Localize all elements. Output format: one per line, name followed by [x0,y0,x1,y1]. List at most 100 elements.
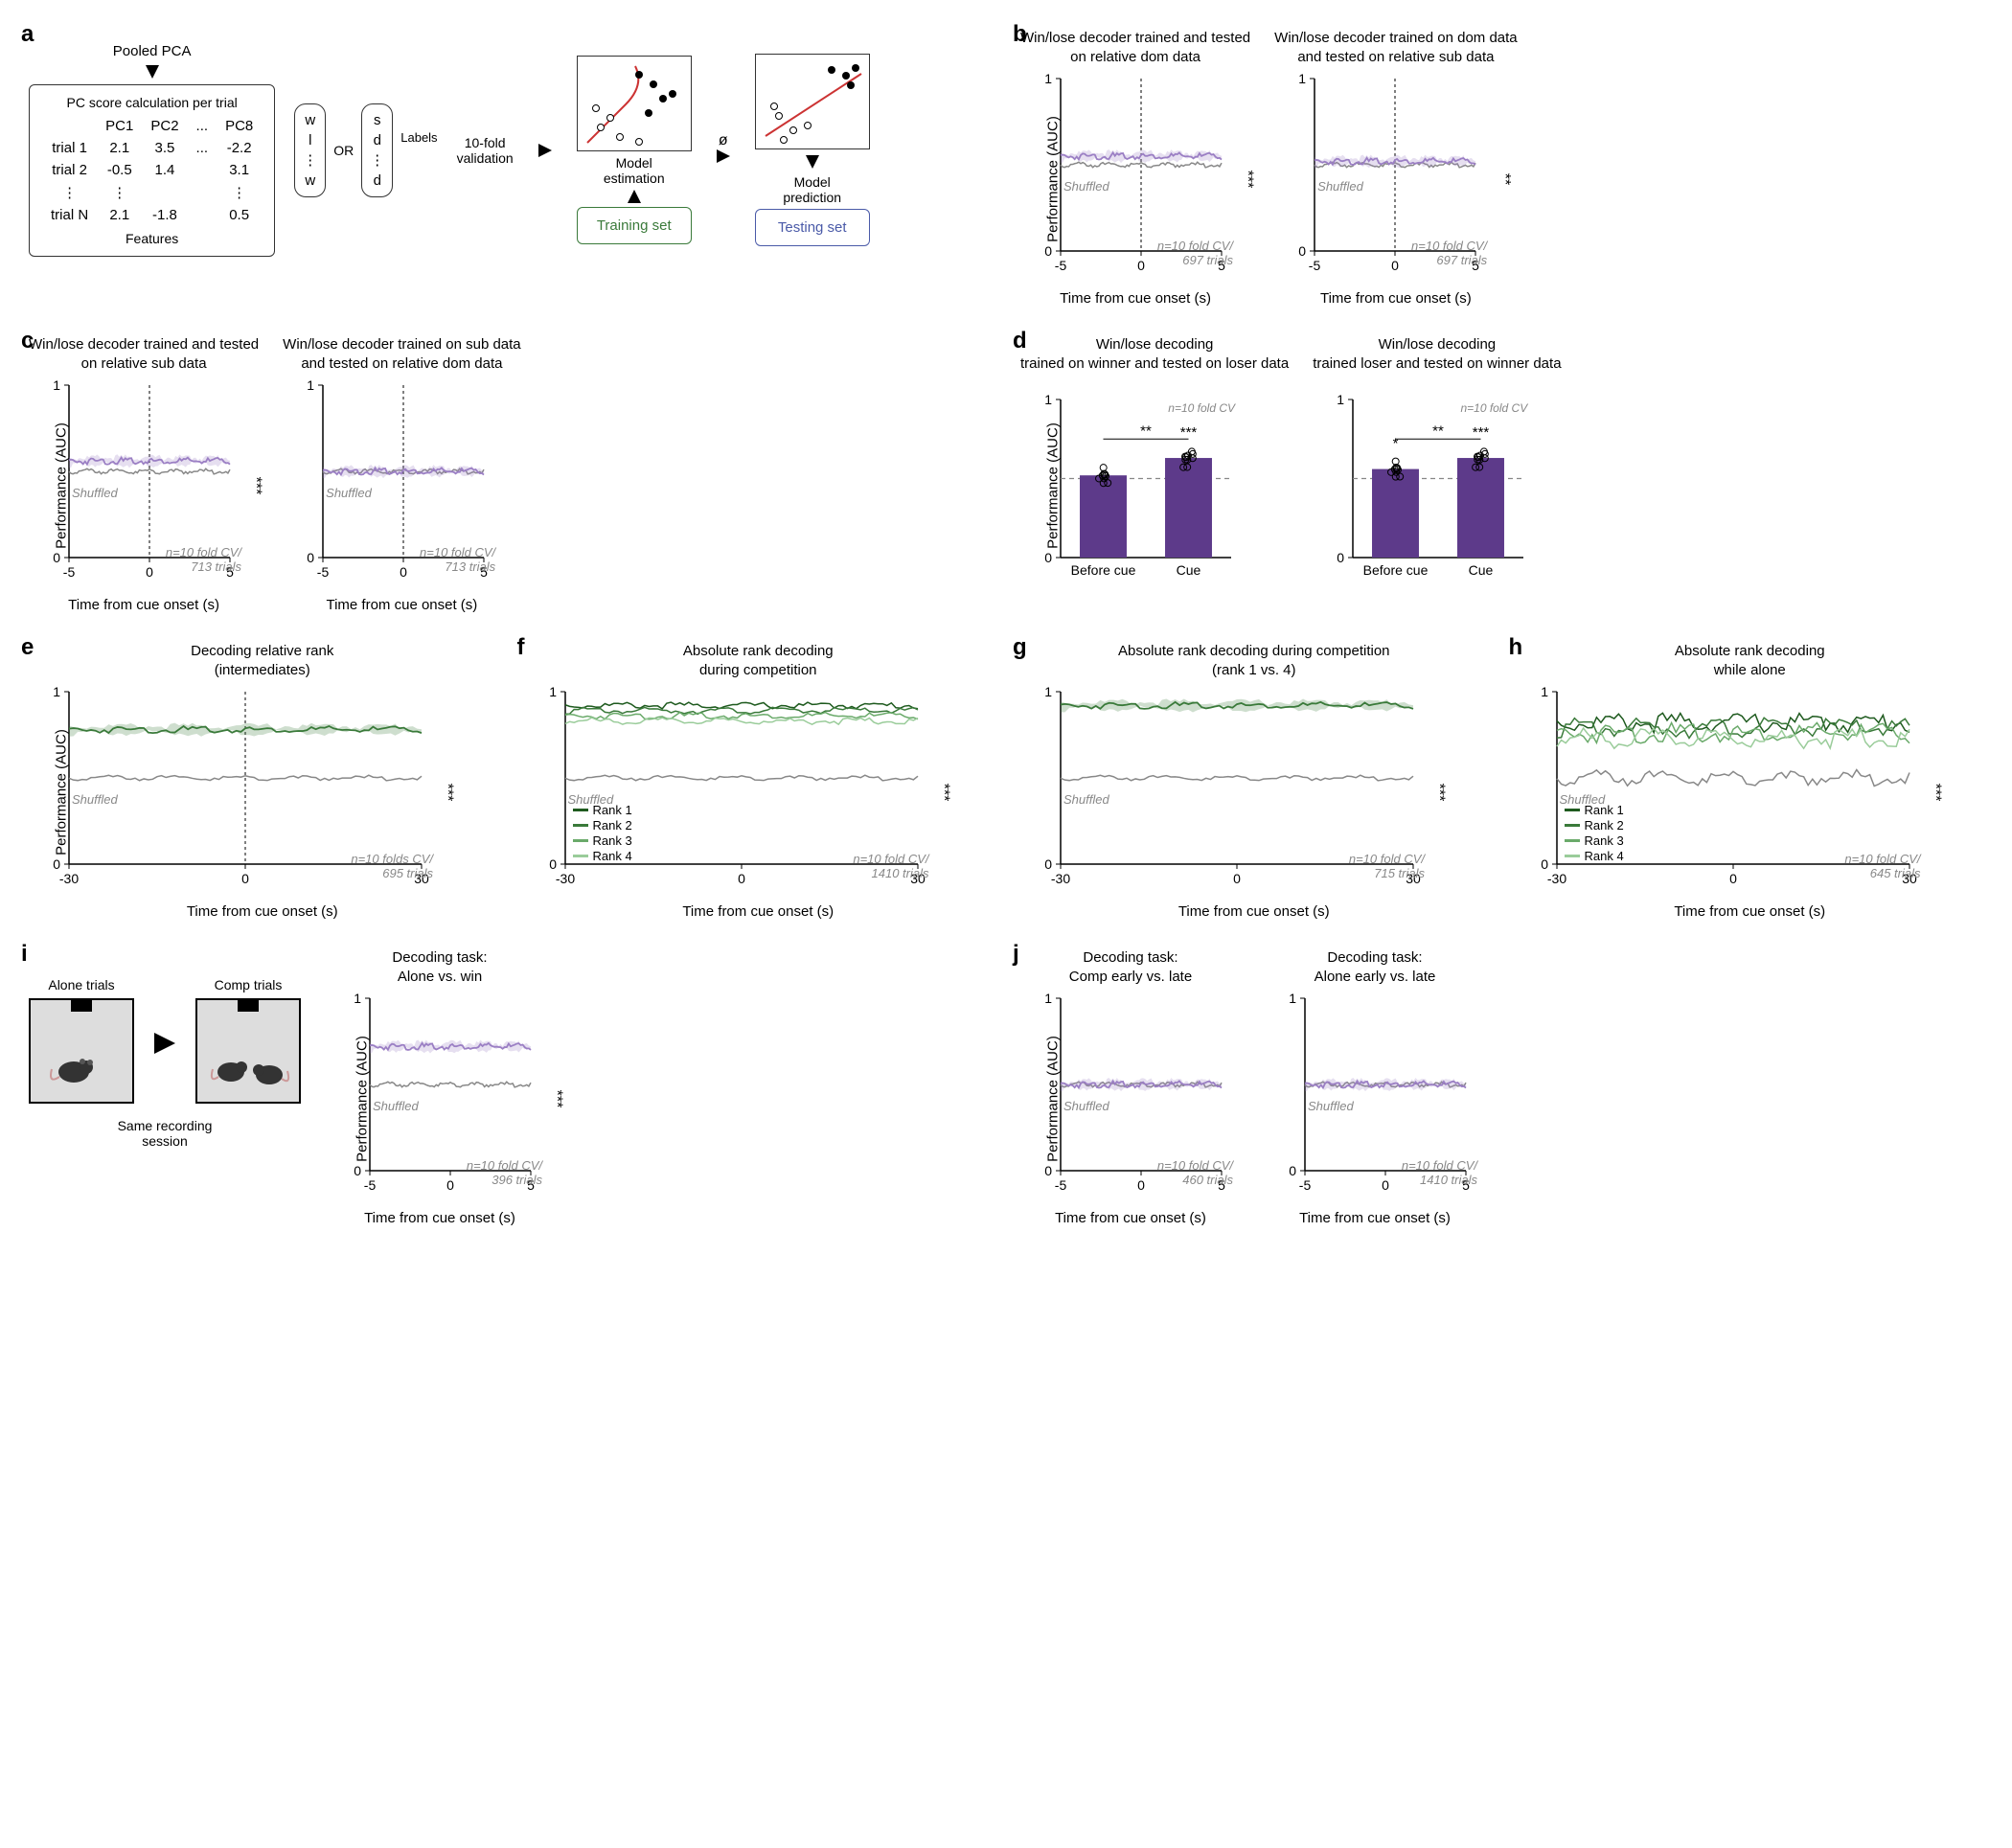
svg-text:0: 0 [738,871,745,886]
chart-b2: Win/lose decoder trained on dom dataand … [1274,29,1517,307]
shuffled-label: Shuffled [72,792,118,807]
session-label: Same recording session [29,1118,301,1149]
row-h: trial 1 [43,138,96,158]
cv-note: n=10 fold CV [1168,401,1235,415]
arrow-right-icon [154,1033,175,1054]
svg-text:0: 0 [1337,550,1344,565]
lc: ⋮ [303,150,317,171]
chart-f: Absolute rank decodingduring competition… [525,642,993,920]
svg-text:0: 0 [1044,550,1052,565]
svg-text:-30: -30 [555,871,574,886]
panel-h-label: h [1509,634,1523,661]
significance-marker: *** [1239,171,1256,189]
chart-h: Absolute rank decodingwhile alone01-3003… [1517,642,1984,920]
trial-count-note: n=10 fold CV/697 trials [1411,239,1487,267]
svg-text:Before cue: Before cue [1363,562,1429,578]
col-h: PC8 [217,116,261,136]
shuffled-label: Shuffled [1063,1099,1109,1113]
panel-a: a Pooled PCA PC score calculation per tr… [29,29,992,307]
svg-text:0: 0 [1298,243,1306,259]
trial-count-note: n=10 fold CV/396 trials [467,1158,542,1187]
svg-text:0: 0 [1233,871,1241,886]
svg-text:0: 0 [549,856,557,872]
trial-count-note: n=10 fold CV/713 trials [420,545,495,574]
panel-c: c Win/lose decoder trained and testedon … [29,335,992,613]
model-est-scatter [577,56,692,151]
cell: -2.2 [217,138,261,158]
chart-c1: Win/lose decoder trained and testedon re… [29,335,259,613]
svg-text:1: 1 [1289,993,1296,1006]
svg-text:-5: -5 [1055,1177,1067,1193]
panel-e: e Decoding relative rank(intermediates)P… [29,642,496,920]
svg-text:1: 1 [1337,392,1344,407]
row-h: ⋮ [43,182,96,203]
svg-text:0: 0 [1044,243,1052,259]
svg-text:1: 1 [307,380,314,393]
y-axis-label: Performance (AUC) [354,1036,370,1162]
features-label: Features [41,231,263,246]
arrow-right-icon [717,149,730,163]
shuffled-label: Shuffled [373,1099,419,1113]
lc: w [303,110,317,130]
svg-text:0: 0 [1729,871,1737,886]
rank-legend: Rank 1Rank 2Rank 3Rank 4 [1565,803,1624,864]
panel-f: f Absolute rank decodingduring competiti… [525,642,993,920]
cell: -0.5 [98,160,141,180]
significance-marker: *** [439,784,456,802]
trial-count-note: n=10 fold CV/715 trials [1349,852,1425,880]
svg-text:***: *** [1180,424,1198,441]
chart-title: Decoding task:Alone vs. win [330,948,550,986]
panel-j: j Decoding task:Comp early vs. latePerfo… [1020,948,1983,1226]
svg-text:0: 0 [307,550,314,565]
shuffled-label: Shuffled [1308,1099,1354,1113]
y-axis-label: Performance (AUC) [1044,422,1061,549]
col-h: ... [189,116,217,136]
x-axis-label: Time from cue onset (s) [330,1210,550,1226]
svg-text:0: 0 [1137,258,1145,273]
svg-text:-5: -5 [63,564,76,580]
x-axis-label: Time from cue onset (s) [1517,903,1984,920]
svg-text:-30: -30 [59,871,79,886]
col-h: PC2 [143,116,186,136]
x-axis-label: Time from cue onset (s) [525,903,993,920]
arrow-down-icon [806,155,819,169]
alone-arena [29,998,134,1104]
alone-trials-label: Alone trials [29,977,134,992]
model-pred-label: Model prediction [755,174,870,205]
x-axis-label: Time from cue onset (s) [1020,903,1488,920]
panel-i-label: i [21,941,28,968]
significance-marker: *** [548,1090,565,1108]
svg-text:0: 0 [1541,856,1548,872]
model-pred-scatter [755,54,870,149]
svg-text:-30: -30 [1546,871,1566,886]
svg-text:0: 0 [354,1163,361,1178]
svg-text:0: 0 [53,856,60,872]
chart-title: Decoding relative rank(intermediates) [29,642,496,679]
svg-text:1: 1 [549,687,557,699]
label-col1: w l ⋮ w [294,103,326,197]
panel-j-label: j [1013,941,1019,968]
svg-text:Cue: Cue [1469,562,1494,578]
arrow-right-icon [538,144,552,157]
svg-text:0: 0 [146,564,153,580]
trial-count-note: n=10 fold CV/1410 trials [853,852,928,880]
svg-text:*: * [1393,436,1399,452]
chart-c2: Win/lose decoder trained on sub dataand … [283,335,521,613]
panel-f-label: f [517,634,525,661]
col-h: PC1 [98,116,141,136]
svg-text:-5: -5 [1055,258,1067,273]
svg-text:**: ** [1432,422,1444,439]
x-axis-label: Time from cue onset (s) [1265,1210,1485,1226]
panel-d: d Win/lose decodingtrained on winner and… [1020,335,1983,613]
chart-title: Decoding task:Alone early vs. late [1265,948,1485,986]
cv-text: 10-fold validation [457,135,514,166]
chart-j1: Decoding task:Comp early vs. latePerform… [1020,948,1241,1226]
chart-title: Win/lose decoder trained on dom dataand … [1274,29,1517,66]
testing-set-box: Testing set [755,209,870,246]
panel-b: b Win/lose decoder trained and testedon … [1020,29,1983,307]
svg-text:1: 1 [53,687,60,699]
x-axis-label: Time from cue onset (s) [1020,1210,1241,1226]
panel-b-label: b [1013,21,1027,48]
chart-b1: Win/lose decoder trained and testedon re… [1020,29,1250,307]
lc: d [370,130,384,150]
